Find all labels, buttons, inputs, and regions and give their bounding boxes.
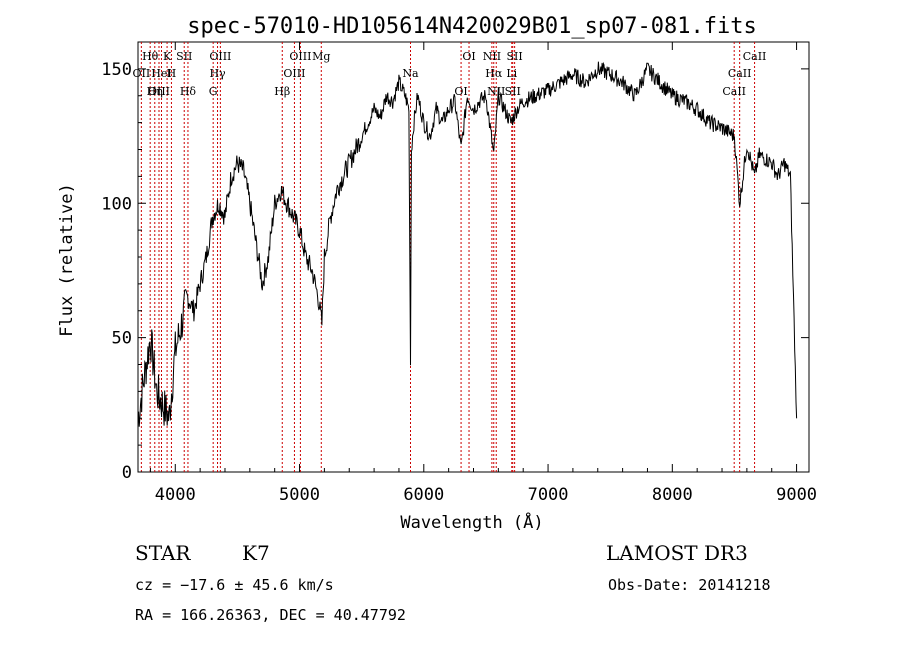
line-marker-label: NII [487,85,505,98]
x-tick-label: 8000 [652,485,693,505]
line-marker-label: OIII [283,67,305,80]
line-marker-label: Li [506,67,517,80]
line-marker-label: OIII [209,50,231,63]
spectrum-line [137,61,798,427]
emission-line-labels: Hθ OII OIII K HeI Hη SII HHδ OIII Hγ G OIII OIII Hβ Mg… [132,50,766,98]
plot-frame [137,41,810,473]
line-marker-label: OII [132,67,150,80]
line-marker-label: SII [505,85,521,98]
x-axis-label: Wavelength (Å) [400,511,543,533]
object-subclass: K7 [242,541,270,565]
obs-date: Obs-Date: 20141218 [608,576,771,594]
line-marker-label: OI [462,50,475,63]
line-marker-label: CaII [743,50,767,63]
y-axis-label: Flux (relative) [57,183,77,337]
emission-line-markers [140,42,756,472]
line-marker-label: Na [402,67,419,80]
y-tick-label: 150 [101,60,132,80]
line-marker-label: HeI [151,67,171,80]
object-class: STAR [135,541,191,565]
line-marker-label: OIII [148,85,170,98]
line-marker-label: Hδ [180,85,197,98]
line-marker-label: CaII [728,67,752,80]
line-marker-label: CaII [722,85,746,98]
x-tick-label: 7000 [528,485,569,505]
line-marker-label: OI [454,85,467,98]
line-marker-label: OIII [289,50,311,63]
line-marker-label: G [209,85,218,98]
x-tick-label: 6000 [403,485,444,505]
line-marker-label: NII [483,50,501,63]
line-marker-label: Hθ [142,50,159,63]
line-marker-label: Hη [147,85,163,98]
line-marker-label: Hα [485,67,503,80]
redshift-readout: cz = −17.6 ± 45.6 km/s [135,576,334,594]
x-tick-label: 9000 [776,485,817,505]
survey-name: LAMOST DR3 [606,541,748,565]
line-marker-label: H [167,67,177,80]
line-marker-label: SII [507,50,523,63]
coordinates: RA = 166.26363, DEC = 40.47792 [135,606,406,624]
y-axis-ticks: 0 50 100 150 [101,60,809,483]
y-tick-label: 50 [112,329,132,349]
x-tick-label: 5000 [279,485,320,505]
line-marker-label: Mg [312,50,330,63]
line-marker-label: Hβ [274,85,290,98]
line-marker-label: Hγ [209,67,226,80]
y-tick-label: 0 [122,463,132,483]
line-marker-label: SII [176,50,192,63]
line-marker-label: K [163,50,172,63]
x-tick-label: 4000 [155,485,196,505]
chart-title: spec-57010-HD105614N420029B01_sp07-081.f… [187,14,757,39]
y-tick-label: 100 [101,194,132,214]
x-axis-ticks: 4000 5000 6000 7000 8000 9000 [149,42,817,505]
